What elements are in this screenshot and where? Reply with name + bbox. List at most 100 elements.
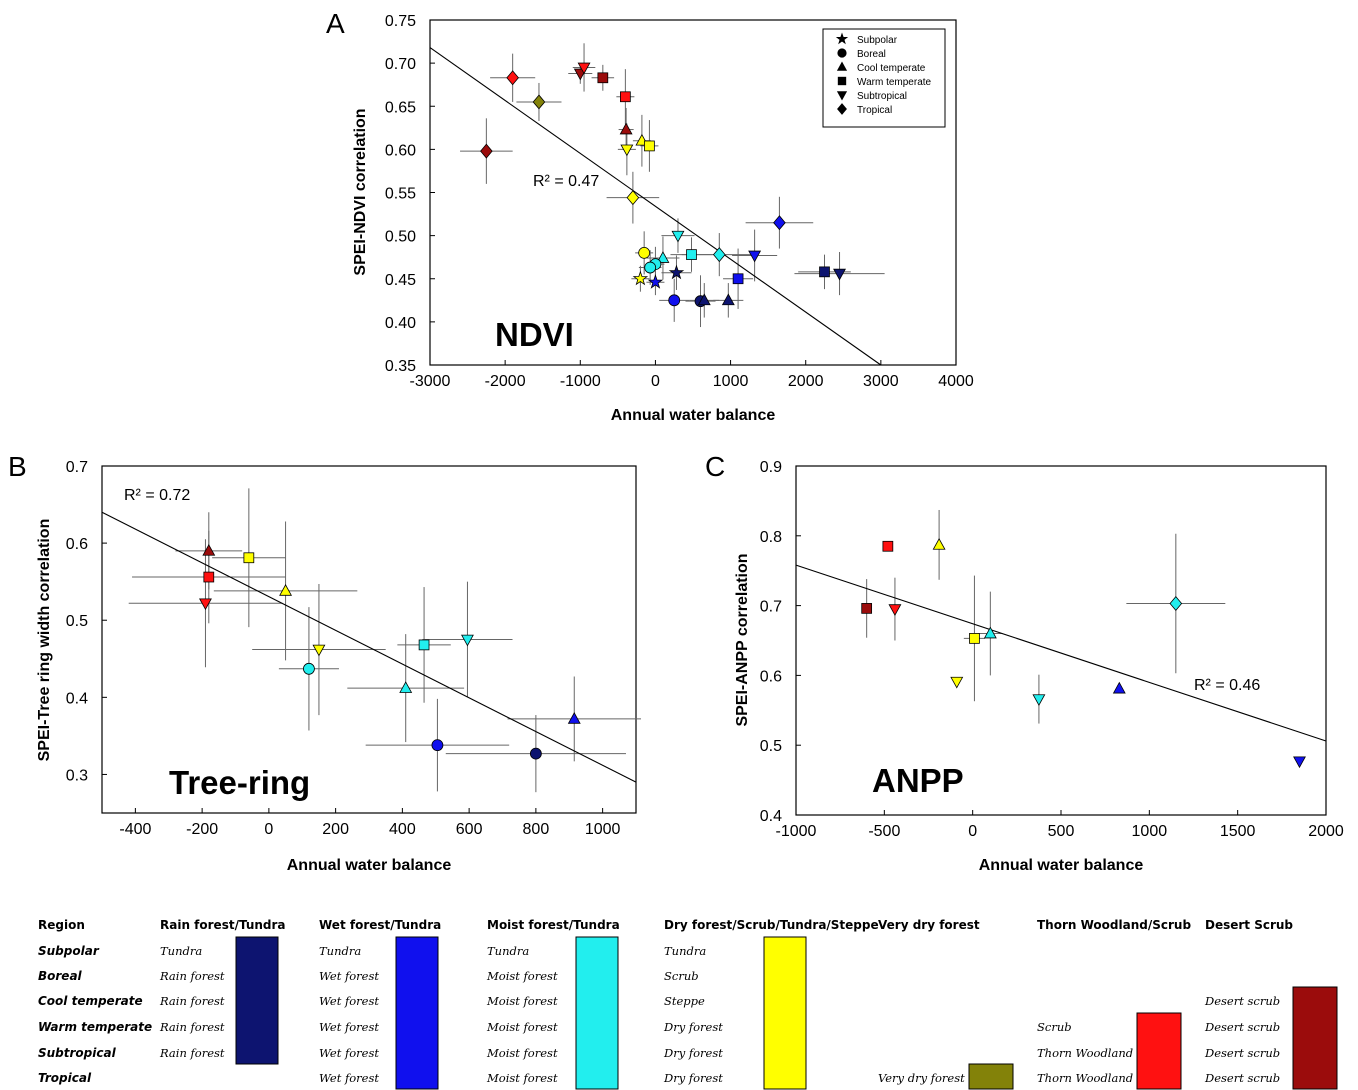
panel-b-letter: B xyxy=(8,451,27,482)
zone-color-swatch xyxy=(1136,1012,1182,1090)
region-row-label: Cool temperate xyxy=(38,994,143,1008)
zone-cell-label: Wet forest xyxy=(319,1020,379,1034)
region-row-labels: Subpolar Boreal Cool temperate Warm tempera… xyxy=(38,944,152,1085)
zone-color-swatch xyxy=(575,936,619,1090)
plot-b-x-tick-label: 200 xyxy=(322,821,349,838)
plot-b-point-triangle-up xyxy=(567,712,581,724)
plot-c-point-square xyxy=(969,633,980,644)
plot-a-point-diamond xyxy=(626,190,640,206)
zone-cell-label: Dry forest xyxy=(663,1071,723,1085)
zone-cell-label: Dry forest xyxy=(663,1020,723,1034)
plot-b-point-triangle-down xyxy=(312,644,326,657)
plot-c-y-tick-label: 0.4 xyxy=(760,808,782,825)
plot-c-y-tick-label: 0.9 xyxy=(760,459,782,476)
plot-a-y-tick-label: 0.70 xyxy=(385,56,416,73)
plot-c-r2: R² = 0.46 xyxy=(1194,677,1260,694)
zone-cell-label: Moist forest xyxy=(486,1046,558,1060)
plot-b-point-circle xyxy=(431,739,444,752)
plot-c-x-tick-label: 0 xyxy=(968,823,977,840)
plot-c-error-bars xyxy=(866,509,1226,724)
plot-c-x-tick-label: -1000 xyxy=(776,823,817,840)
plot-a-point-diamond xyxy=(506,70,519,86)
plot-a-point-circle xyxy=(644,261,657,274)
zone-cell-label: Wet forest xyxy=(319,994,379,1008)
plot-c-point-triangle-up xyxy=(932,537,946,550)
plot-a-point-diamond xyxy=(480,143,493,159)
plot-c-x-tick-label: 1000 xyxy=(1132,823,1168,840)
plot-c-x-tick-label: 500 xyxy=(1048,823,1075,840)
legend-marker-star xyxy=(835,32,849,45)
zone-cell-label: Moist forest xyxy=(486,1020,558,1034)
plot-a-point-triangle-down xyxy=(620,144,634,157)
plot-a-point-square xyxy=(597,72,609,84)
plot-b-error-bars xyxy=(128,488,642,793)
plot-b-point-triangle-up xyxy=(399,681,413,693)
plot-a-point-circle xyxy=(668,294,681,307)
plot-b-x-tick-label: 1000 xyxy=(585,821,621,838)
region-row-label: Subtropical xyxy=(38,1046,117,1060)
plot-a-x-tick-label: -2000 xyxy=(485,373,526,390)
plot-c-y-label: SPEI-ANPP correlation xyxy=(734,553,751,726)
plot-a-x-tick-label: 0 xyxy=(651,373,660,390)
plot-a-point-triangle-down xyxy=(577,62,591,75)
plot-a-r2: R² = 0.47 xyxy=(533,173,599,190)
zone-cell-label: Thorn Woodland xyxy=(1037,1046,1133,1060)
plot-b-frame xyxy=(101,465,637,814)
plot-a-x-tick-label: 1000 xyxy=(713,373,749,390)
zone-columns: Rain forest/Tundra Tundra Rain forest Rain … xyxy=(159,918,1338,1090)
plot-c-x-tick-label: 1500 xyxy=(1220,823,1256,840)
plot-a-point-star xyxy=(668,264,685,280)
plot-b-y-label: SPEI-Tree ring width correlation xyxy=(36,519,53,762)
plot-a-x-ticks: -3000 -2000 -1000 0 1000 2000 3000 4000 xyxy=(410,360,974,390)
plot-a-point-square xyxy=(732,273,744,285)
plot-c-point-triangle-down xyxy=(888,604,902,616)
plot-a-point-square xyxy=(819,266,830,278)
plot-c-annotation: ANPP xyxy=(872,762,964,799)
plot-a-point-triangle-down xyxy=(748,250,762,263)
plot-a-y-ticks: 0.35 0.40 0.45 0.50 0.55 0.60 0.65 0.70 0.75 xyxy=(385,13,435,375)
zone-cell-label: Rain forest xyxy=(159,969,225,983)
plot-a-y-tick-label: 0.75 xyxy=(385,13,416,30)
zone-column-header: Dry forest/Scrub/Tundra/Steppe xyxy=(664,918,879,932)
zone-color-swatch xyxy=(1292,986,1338,1090)
plot-b-x-tick-label: 800 xyxy=(523,821,550,838)
zone-cell-label: Very dry forest xyxy=(878,1071,965,1085)
plot-a-markers xyxy=(429,47,882,366)
zone-cell-label: Tundra xyxy=(487,944,529,958)
zone-cell-label: Rain forest xyxy=(159,1020,225,1034)
legend-label-warm-temperate: Warm temperate xyxy=(857,77,932,88)
plot-a-point-square xyxy=(686,249,697,260)
panel-c-letter: C xyxy=(705,451,725,482)
plot-b-point-circle xyxy=(303,662,315,675)
plot-c-point-square xyxy=(861,603,873,614)
legend-markers xyxy=(835,32,849,115)
plot-a-annotation: NDVI xyxy=(495,316,574,353)
plot-c-point-triangle-up xyxy=(1112,681,1126,694)
plot-b-point-square xyxy=(203,571,215,583)
zone-cell-label: Scrub xyxy=(1037,1020,1072,1034)
legend-marker-triangle-down xyxy=(836,91,848,101)
plot-c-point-diamond xyxy=(1169,596,1183,612)
plot-b-x-tick-label: -200 xyxy=(186,821,218,838)
zone-cell-label: Wet forest xyxy=(319,1071,379,1085)
plot-a-y-tick-label: 0.40 xyxy=(385,315,416,332)
region-header: Region xyxy=(38,918,85,932)
zone-cell-label: Tundra xyxy=(664,944,706,958)
plot-a-point-triangle-up xyxy=(697,293,711,306)
plot-c-y-tick-label: 0.7 xyxy=(760,599,782,616)
plot-a-point-diamond xyxy=(773,215,786,231)
panel-b-tree-ring: B -400 -200 0 200 400 600 800 1000 0.3 0.4 0.5 0.6… xyxy=(8,451,642,874)
zone-color-swatch xyxy=(968,1063,1014,1090)
zone-cell-label: Desert scrub xyxy=(1204,994,1280,1008)
plot-a-point-triangle-up xyxy=(721,293,735,306)
plot-a-y-label: SPEI-NDVI correlation xyxy=(352,108,369,275)
plot-a-point-circle xyxy=(638,246,651,259)
plot-b-y-tick-label: 0.4 xyxy=(66,690,88,707)
plot-b-r2: R² = 0.72 xyxy=(124,487,190,504)
legend-label-subtropical: Subtropical xyxy=(857,91,907,102)
zone-column-header: Wet forest/Tundra xyxy=(319,918,441,932)
zone-column-header: Very dry forest xyxy=(878,918,980,932)
plot-a-point-triangle-down xyxy=(833,268,846,281)
legend-label-boreal: Boreal xyxy=(857,49,886,60)
